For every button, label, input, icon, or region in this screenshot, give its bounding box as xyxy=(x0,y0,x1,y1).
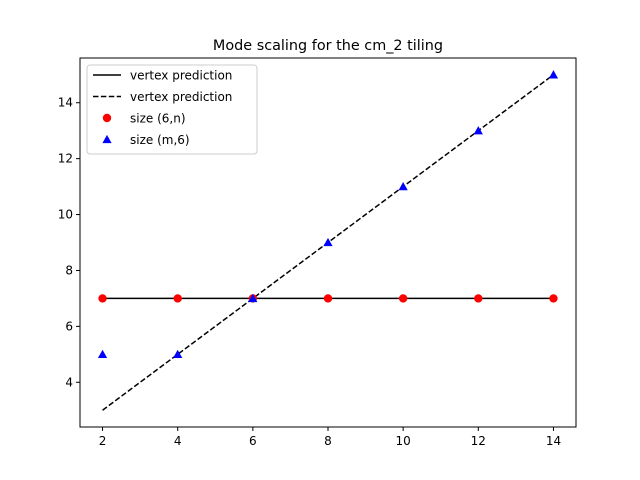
y-tick-label: 4 xyxy=(65,375,73,389)
legend-label: vertex prediction xyxy=(130,90,232,104)
red-circle-point xyxy=(549,294,558,303)
legend: vertex prediction vertex prediction size (… xyxy=(86,64,258,155)
legend-marker-swatch xyxy=(102,134,112,144)
x-tick-label: 6 xyxy=(249,434,257,448)
y-tick-label: 10 xyxy=(58,208,73,222)
legend-label: size (6,n) xyxy=(130,112,186,126)
blue-triangle-point xyxy=(173,349,183,358)
x-tick-label: 10 xyxy=(396,434,411,448)
red-circle-point xyxy=(98,294,107,303)
y-tick-label: 12 xyxy=(58,152,73,166)
y-tick-label: 14 xyxy=(58,96,73,110)
legend-label: vertex prediction xyxy=(130,69,232,83)
x-tick-label: 14 xyxy=(546,434,561,448)
plot-markers xyxy=(97,70,559,358)
x-tick-label: 8 xyxy=(324,434,332,448)
y-tick-label: 8 xyxy=(65,263,73,277)
chart-title: Mode scaling for the cm_2 tiling xyxy=(213,38,443,54)
blue-triangle-point xyxy=(97,349,108,358)
blue-triangle-point xyxy=(323,237,333,247)
red-circle-point xyxy=(398,294,408,303)
blue-triangle-point xyxy=(248,293,258,303)
blue-triangle-point xyxy=(548,70,559,79)
y-axis: 4 6 8 10 12 14 xyxy=(58,96,80,389)
legend-marker-swatch xyxy=(102,113,112,123)
red-circle-point xyxy=(173,294,182,303)
red-circle-point xyxy=(323,294,333,303)
y-tick-label: 6 xyxy=(65,319,73,333)
red-circle-point xyxy=(474,294,483,303)
x-tick-label: 4 xyxy=(174,434,182,448)
x-axis: 2 4 6 8 10 12 14 xyxy=(99,427,561,448)
legend-label: size (m,6) xyxy=(130,133,190,147)
blue-triangle-point xyxy=(473,126,483,135)
x-tick-label: 2 xyxy=(99,434,107,448)
x-tick-label: 12 xyxy=(471,434,486,448)
legend-box xyxy=(86,64,258,155)
blue-triangle-point xyxy=(398,181,408,191)
